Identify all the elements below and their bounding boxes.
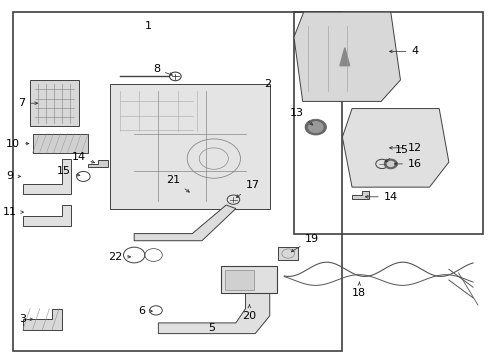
- Text: 11: 11: [3, 207, 23, 217]
- Text: 14: 14: [71, 152, 94, 163]
- Text: 15: 15: [57, 166, 80, 176]
- Text: 14: 14: [365, 192, 397, 202]
- Text: 12: 12: [389, 143, 421, 153]
- Text: 20: 20: [242, 305, 256, 321]
- Text: 3: 3: [20, 314, 33, 324]
- Text: 22: 22: [107, 252, 130, 262]
- Text: 6: 6: [138, 306, 152, 316]
- Text: 21: 21: [165, 175, 189, 192]
- Polygon shape: [88, 160, 107, 167]
- Polygon shape: [30, 80, 79, 126]
- Text: 4: 4: [389, 46, 418, 57]
- Polygon shape: [23, 309, 61, 330]
- Polygon shape: [351, 192, 368, 199]
- Text: 5: 5: [208, 323, 215, 333]
- Text: 19: 19: [291, 234, 319, 252]
- Polygon shape: [32, 134, 88, 153]
- Circle shape: [308, 122, 323, 132]
- Text: 8: 8: [153, 64, 172, 76]
- Text: 15: 15: [384, 145, 407, 162]
- Bar: [225, 270, 254, 290]
- Circle shape: [386, 161, 393, 166]
- Bar: [278, 247, 297, 260]
- Circle shape: [384, 159, 396, 168]
- Circle shape: [305, 119, 325, 135]
- Polygon shape: [158, 273, 269, 334]
- Polygon shape: [293, 12, 400, 102]
- Text: 7: 7: [18, 98, 38, 108]
- Text: 9: 9: [6, 171, 20, 181]
- Polygon shape: [339, 48, 349, 66]
- Text: 18: 18: [351, 282, 366, 297]
- Polygon shape: [23, 205, 71, 226]
- Text: 1: 1: [145, 21, 152, 31]
- Text: 17: 17: [236, 180, 259, 198]
- Text: 2: 2: [263, 78, 270, 89]
- Text: 16: 16: [394, 159, 421, 169]
- Polygon shape: [110, 84, 269, 208]
- Polygon shape: [23, 158, 71, 194]
- Polygon shape: [134, 205, 235, 241]
- Text: 13: 13: [289, 108, 312, 125]
- Polygon shape: [342, 109, 448, 187]
- Text: 10: 10: [6, 139, 29, 149]
- Bar: [221, 266, 276, 293]
